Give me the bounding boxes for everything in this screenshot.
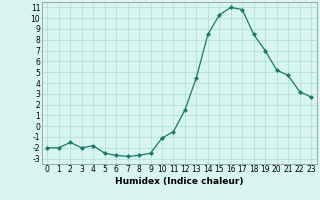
X-axis label: Humidex (Indice chaleur): Humidex (Indice chaleur)	[115, 177, 244, 186]
